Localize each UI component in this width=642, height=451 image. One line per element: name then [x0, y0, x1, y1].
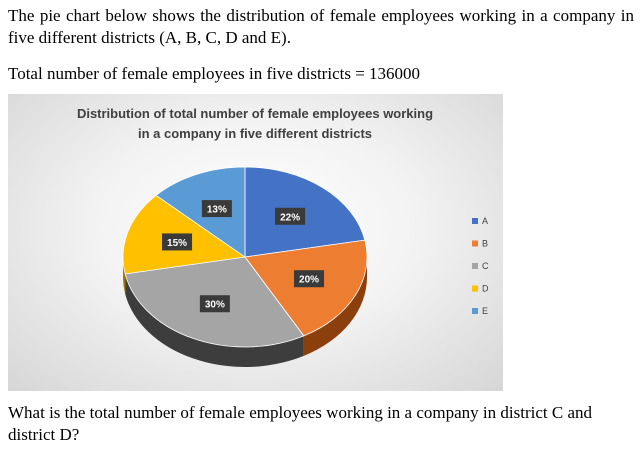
pie-chart: Distribution of total number of female e…	[77, 106, 489, 367]
pie-label-b: 20%	[294, 270, 325, 288]
chart-legend: A B C D E	[472, 216, 489, 316]
legend-item-b: B	[472, 239, 488, 249]
pie-chart-panel: Distribution of total number of female e…	[8, 94, 503, 391]
pie-label-text-b: 20%	[299, 275, 319, 286]
pie-label-c: 30%	[199, 295, 230, 313]
pie-slices	[122, 166, 368, 348]
legend-item-e: E	[472, 306, 488, 316]
legend-label-a: A	[482, 216, 488, 226]
legend-item-d: D	[472, 284, 489, 294]
legend-item-c: C	[472, 261, 489, 271]
pie-label-d: 15%	[162, 233, 193, 251]
legend-swatch-b	[472, 240, 478, 247]
legend-swatch-d	[472, 285, 478, 292]
pie-slice-b	[244, 239, 368, 337]
pie-label-a: 22%	[275, 207, 306, 225]
pie-slice-e	[155, 166, 246, 258]
legend-label-b: B	[482, 239, 488, 249]
legend-swatch-a	[472, 218, 478, 224]
total-employees-statement: Total number of female employees in five…	[8, 64, 421, 83]
pie-label-text-e: 13%	[207, 205, 227, 216]
pie-depth-c	[125, 273, 304, 367]
pie-label-text-a: 22%	[280, 212, 300, 223]
chart-title-line-2: in a company in five different districts	[138, 126, 372, 141]
pie-label-text-d: 15%	[167, 238, 187, 249]
pie-data-labels: 22% 20% 30% 15% 13%	[162, 200, 325, 313]
legend-swatch-c	[472, 263, 478, 269]
legend-label-c: C	[482, 261, 489, 271]
chart-title-line-1: Distribution of total number of female e…	[77, 106, 433, 121]
legend-label-d: D	[482, 284, 489, 294]
legend-label-e: E	[482, 306, 488, 316]
pie-label-text-c: 30%	[205, 300, 225, 311]
legend-item-a: A	[472, 216, 488, 226]
pie-label-e: 13%	[201, 200, 232, 218]
question-paragraph: What is the total number of female emplo…	[8, 403, 592, 444]
legend-swatch-e	[472, 308, 478, 314]
pie-depth-b	[303, 257, 367, 356]
intro-paragraph: The pie chart below shows the distributi…	[8, 6, 634, 47]
